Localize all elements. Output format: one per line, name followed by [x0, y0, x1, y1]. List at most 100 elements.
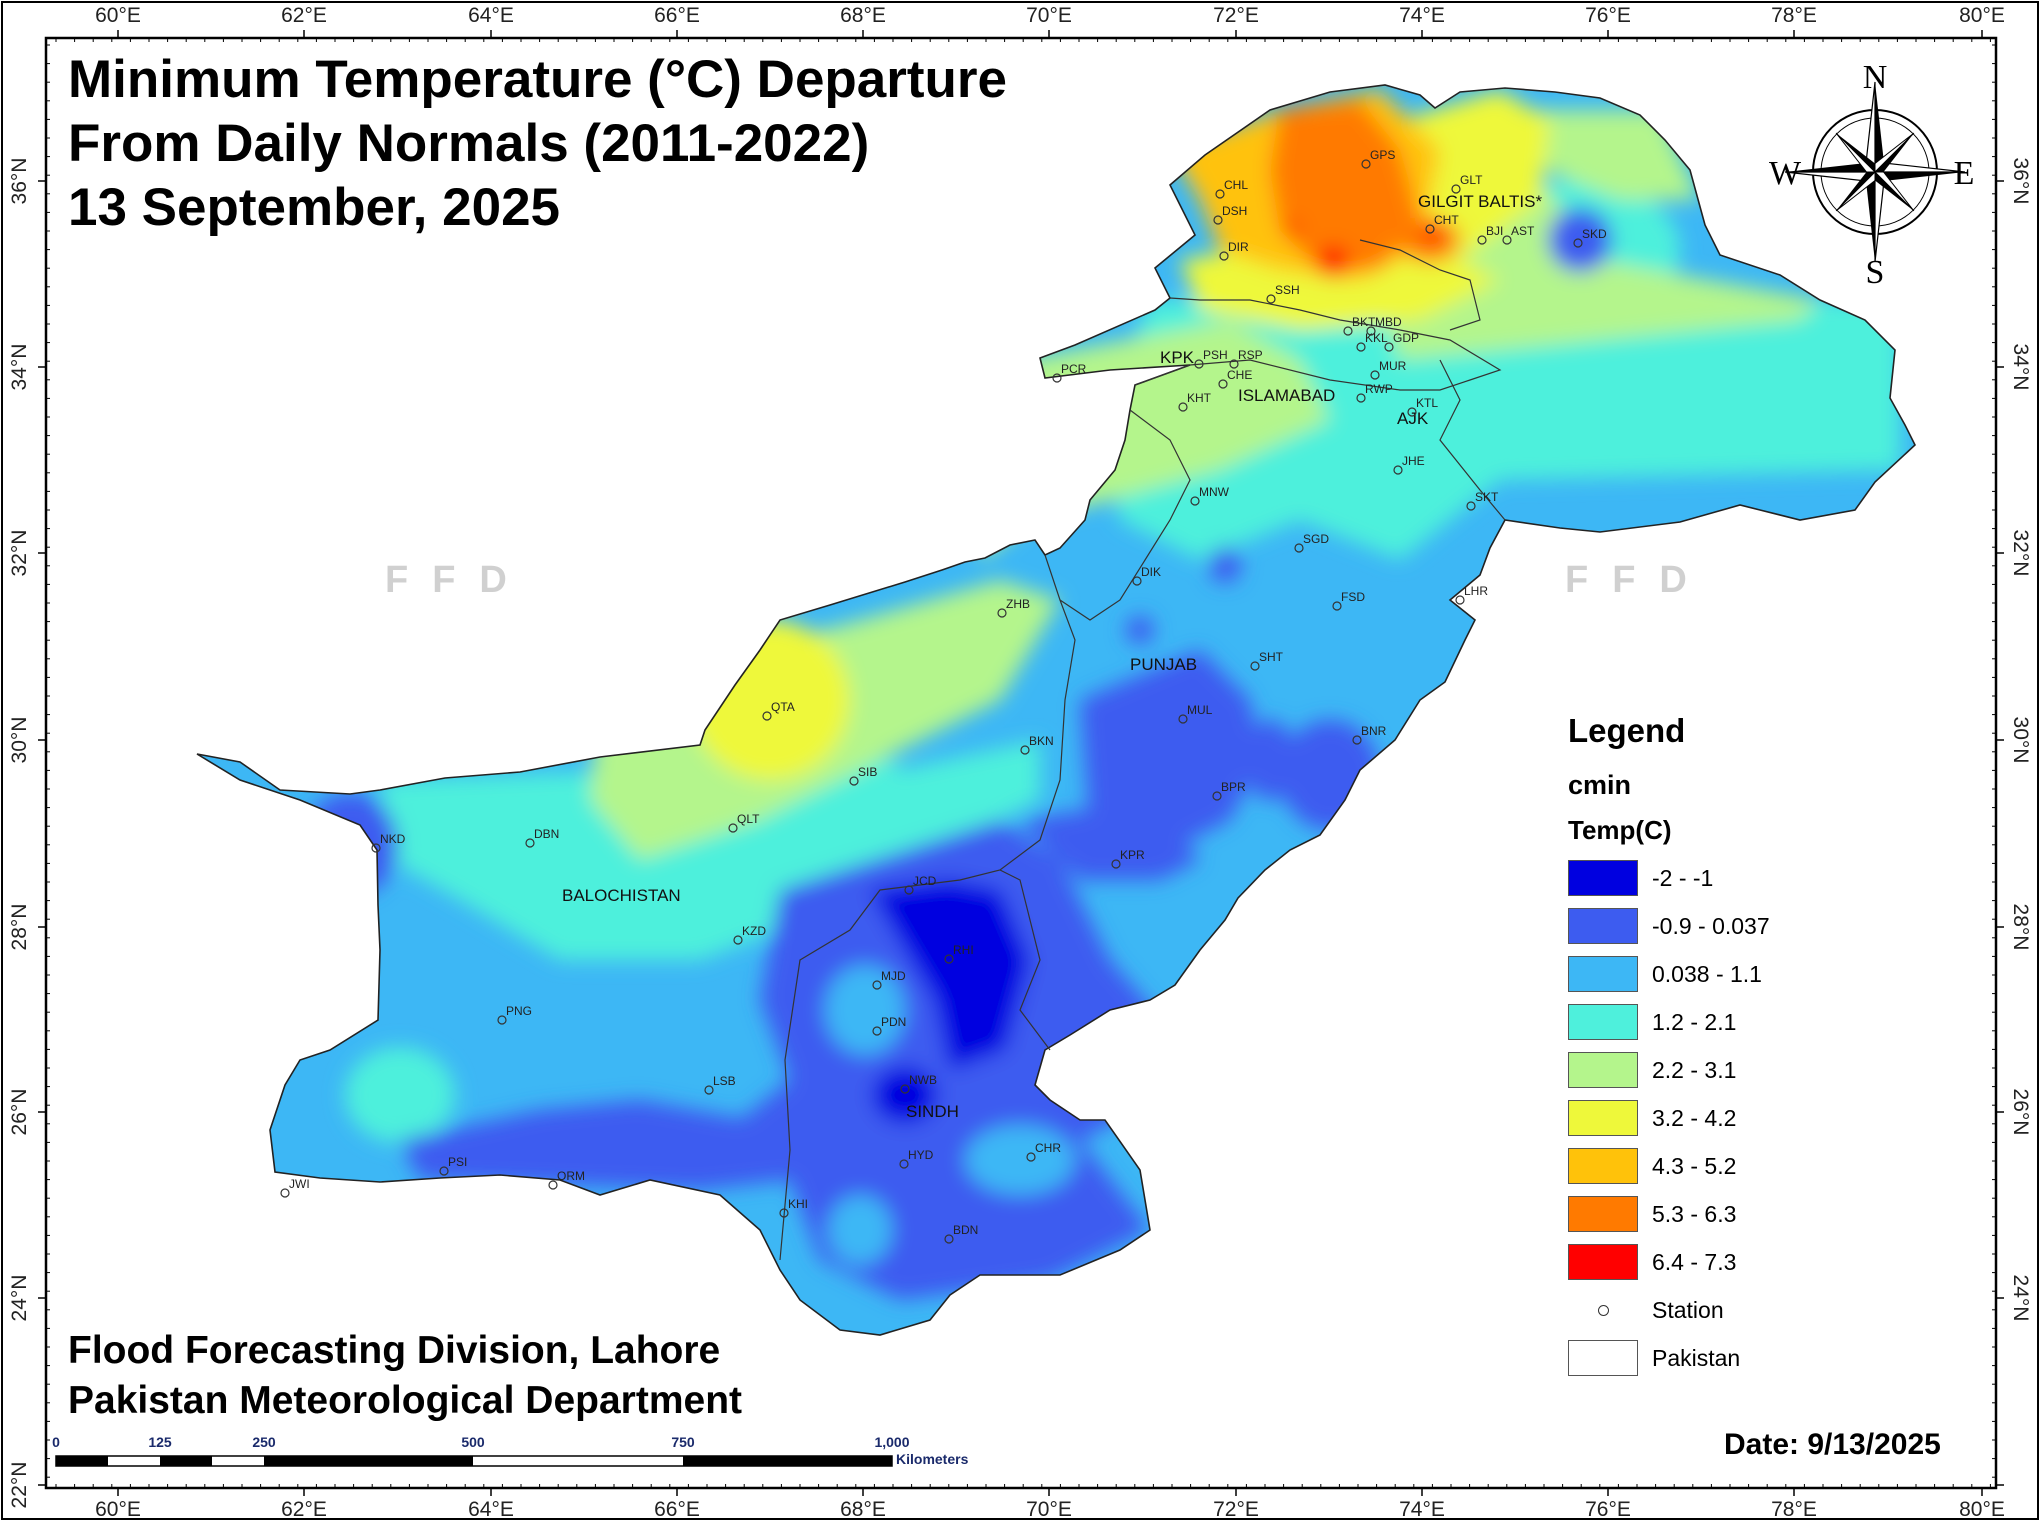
station-label: SHT	[1259, 650, 1284, 664]
station-label: DBN	[534, 827, 559, 841]
lon-label: 74°E	[1399, 4, 1445, 27]
station-icon	[1343, 326, 1353, 336]
zone-0-1	[825, 965, 905, 1055]
zone-3-4	[690, 620, 850, 780]
scale-label: 0	[52, 1434, 60, 1450]
station-icon	[1568, 1292, 1638, 1328]
station-icon	[1111, 859, 1121, 869]
region-label-balochistan: BALOCHISTAN	[562, 886, 681, 905]
station-icon	[548, 1180, 558, 1190]
station-label: PDN	[881, 1015, 906, 1029]
watermark-right: FFD	[1565, 559, 1711, 601]
graticule-ticks	[38, 30, 2004, 1496]
compass-east: E	[1954, 155, 1975, 192]
station-label: PCR	[1061, 362, 1087, 376]
station-icon	[1132, 576, 1142, 586]
zone-neg-2	[873, 1067, 937, 1123]
station-label: BKT	[1352, 315, 1376, 329]
station-icon	[1573, 238, 1583, 248]
station-icon	[280, 1188, 290, 1198]
legend-title: Legend	[1568, 712, 1686, 749]
lon-label: 68°E	[840, 1498, 886, 1521]
compass-north: N	[1863, 59, 1888, 96]
station-label: JCD	[913, 874, 937, 888]
legend-class-row: -0.9 - 0.037	[1568, 902, 1888, 950]
compass-west: W	[1769, 155, 1802, 192]
legend-class-label: -0.9 - 0.037	[1652, 912, 1770, 939]
station-icon	[944, 954, 954, 964]
station-label: DIK	[1141, 565, 1161, 579]
station-icon	[1466, 501, 1476, 511]
station-icon	[1356, 342, 1366, 352]
station-label: SGD	[1303, 532, 1329, 546]
lon-label: 80°E	[1959, 4, 2005, 27]
station-label: GPS	[1370, 148, 1395, 162]
station-icon	[1356, 393, 1366, 403]
lat-label: 32°N	[2009, 530, 2032, 577]
zone-neg-0	[1020, 800, 1200, 880]
lat-label: 32°N	[8, 530, 31, 577]
station-icon	[371, 843, 381, 853]
station-label: GLT	[1460, 173, 1483, 187]
station-icon	[899, 1159, 909, 1169]
station-icon	[1451, 184, 1461, 194]
lon-labels-bottom: 60°E 62°E 64°E 66°E 68°E 70°E 72°E 74°E …	[95, 1498, 2005, 1521]
legend-swatch	[1568, 1196, 1638, 1232]
station-label: LHR	[1464, 584, 1488, 598]
zone-6-7	[1317, 246, 1349, 278]
station-label: KPR	[1120, 848, 1145, 862]
compass-rose-icon	[1784, 81, 1966, 263]
lat-label: 28°N	[8, 904, 31, 951]
title-line-2: From Daily Normals (2011-2022)	[68, 114, 870, 173]
lon-label: 64°E	[468, 1498, 514, 1521]
station-label: MJD	[881, 969, 906, 983]
station-label: BDN	[953, 1223, 978, 1237]
station-icon	[1366, 326, 1376, 336]
lat-label: 36°N	[2009, 158, 2032, 205]
station-label: PSH	[1203, 348, 1228, 362]
station-label: HYD	[908, 1148, 934, 1162]
legend-class-label: 3.2 - 4.2	[1652, 1104, 1737, 1131]
lon-label: 62°E	[281, 4, 327, 27]
station-icon	[1026, 1152, 1036, 1162]
station-label: PSI	[448, 1155, 467, 1169]
legend-station-row: Station	[1568, 1286, 1888, 1334]
legend-class-label: 6.4 - 7.3	[1652, 1248, 1737, 1275]
legend-boundary-row: Pakistan	[1568, 1334, 1888, 1382]
station-icon	[1212, 791, 1222, 801]
lon-label: 80°E	[1959, 1498, 2005, 1521]
station-icon	[1407, 407, 1417, 417]
lat-label: 30°N	[8, 717, 31, 764]
legend-classes: -2 - -1 -0.9 - 0.037 0.038 - 1.1 1.2 - 2.1 2…	[1568, 854, 1888, 1286]
station-label: NKD	[380, 832, 406, 846]
credit-line-2: Pakistan Meteorological Department	[68, 1379, 743, 1422]
station-label: RSP	[1238, 348, 1263, 362]
station-icon	[1352, 735, 1362, 745]
scale-label: 125	[148, 1434, 172, 1450]
station-label: NWB	[909, 1073, 937, 1087]
legend-swatch	[1568, 860, 1638, 896]
station-icon	[1218, 379, 1228, 389]
lat-label: 30°N	[2009, 717, 2032, 764]
station-icon	[1190, 496, 1200, 506]
station-icon	[1266, 294, 1276, 304]
station-label: QTA	[771, 700, 795, 714]
station-label: RHI	[953, 943, 974, 957]
station-icon	[944, 1234, 954, 1244]
station-icon	[1178, 402, 1188, 412]
region-label-sindh: SINDH	[906, 1102, 959, 1121]
title-line-1: Minimum Temperature (°C) Departure	[68, 50, 1008, 109]
lat-label: 36°N	[8, 158, 31, 205]
zone-neg-2	[870, 880, 1030, 1070]
station-label: KHT	[1187, 391, 1212, 405]
station-icon	[779, 1208, 789, 1218]
station-label: RWP	[1365, 382, 1393, 396]
zone-0-1	[828, 1195, 892, 1265]
station-icon	[525, 838, 535, 848]
station-label: BPR	[1221, 780, 1246, 794]
scale-unit: Kilometers	[896, 1451, 969, 1467]
station-icon	[1455, 595, 1465, 605]
legend-class-label: 5.3 - 6.3	[1652, 1200, 1737, 1227]
station-icon	[762, 711, 772, 721]
